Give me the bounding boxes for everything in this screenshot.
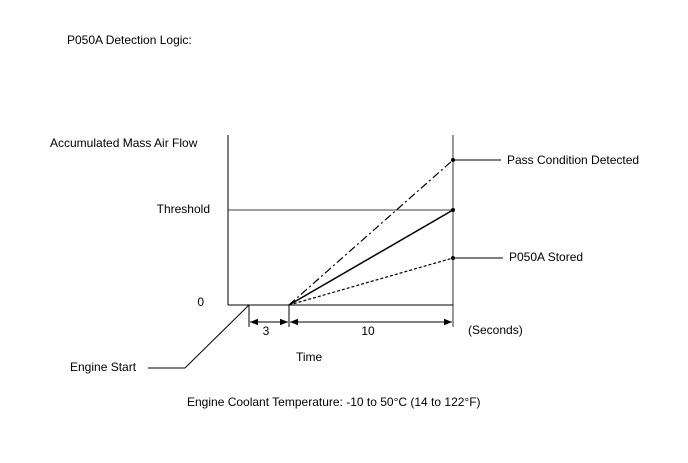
footer-note: Engine Coolant Temperature: -10 to 50°C …	[187, 395, 481, 409]
callout-label: P050A Stored	[509, 250, 583, 264]
callout-label: Engine Start	[70, 360, 137, 374]
y-axis-label: Accumulated Mass Air Flow	[50, 136, 198, 150]
x-axis-label: Time	[296, 350, 323, 364]
interval-label: 3	[263, 324, 270, 338]
unit-label: (Seconds)	[468, 323, 523, 337]
threshold-label: Threshold	[157, 202, 210, 216]
axes	[227, 135, 454, 327]
curves	[288, 158, 455, 306]
leaders	[148, 159, 503, 369]
callout-label: Pass Condition Detected	[507, 153, 639, 167]
origin-label: 0	[197, 295, 204, 309]
interval-label: 10	[361, 324, 375, 338]
title: P050A Detection Logic:	[67, 33, 192, 47]
